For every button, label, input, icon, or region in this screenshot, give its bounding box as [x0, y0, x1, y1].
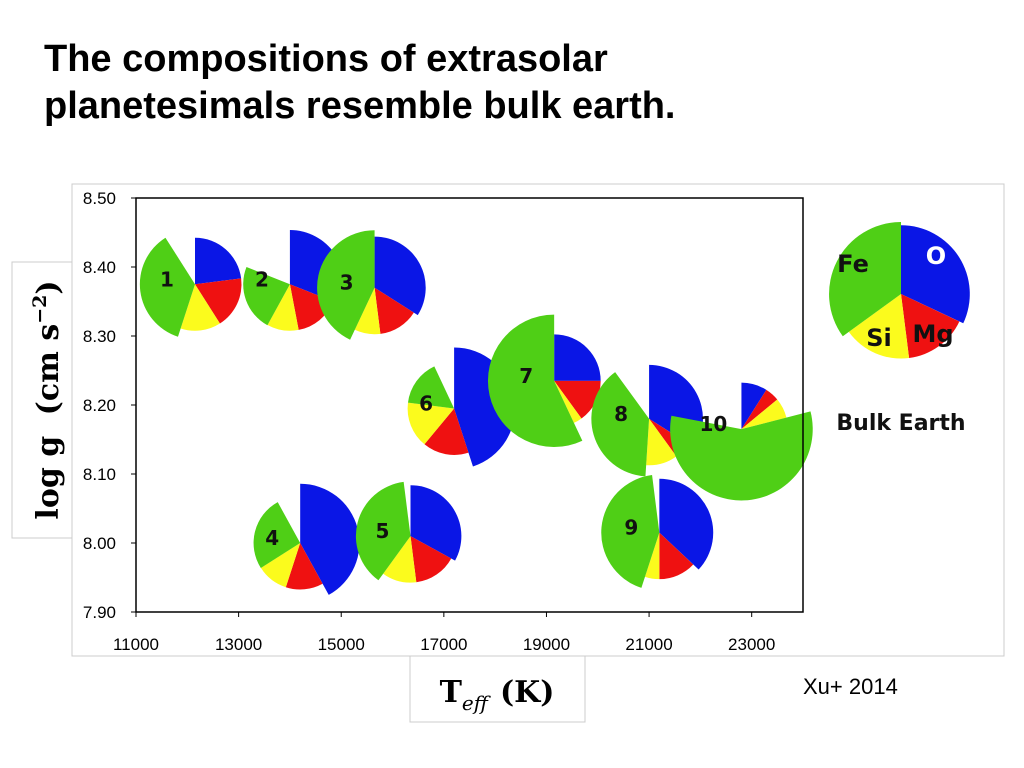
pie-label: 6 — [419, 391, 433, 415]
pie-10-slice-si — [741, 399, 787, 430]
bulk-earth-slice-label: Si — [866, 324, 892, 352]
pie-4-slice-fe — [253, 502, 301, 568]
ylabel-units: (cm s — [31, 324, 66, 416]
pie-8-slice-si — [646, 418, 677, 466]
pie-9-slice-o — [659, 478, 714, 570]
y-tick-label: 7.90 — [83, 603, 116, 622]
pie-markers: 1 2 3 4 5 6 7 8 9 10 — [139, 230, 813, 595]
x-tick-label: 15000 — [318, 635, 365, 654]
pie-9-slice-mg — [659, 532, 694, 580]
pie-label: 1 — [160, 267, 174, 291]
ylabel-box — [11, 261, 73, 539]
pie-marker-9: 9 — [601, 475, 714, 588]
y-tick-label: 8.00 — [83, 534, 116, 553]
pie-1-slice-fe — [139, 237, 196, 337]
pie-2-slice-si — [267, 284, 299, 331]
pie-5-slice-si — [383, 536, 417, 583]
pie-7-slice-si — [554, 380, 582, 423]
pie-label: 2 — [255, 267, 269, 291]
pie-marker-3: 3 — [317, 230, 426, 340]
x-tick-label: 23000 — [728, 635, 775, 654]
svg-text:log g (cm s−2): log g (cm s−2) — [29, 280, 66, 519]
pie-9-slice-si — [644, 532, 660, 580]
slide-title-line-2: planetesimals resemble bulk earth. — [44, 85, 676, 127]
pie-10-slice-mg — [741, 389, 778, 430]
pie-label: 4 — [265, 526, 279, 550]
bulk-earth-slice-fe — [829, 222, 901, 337]
x-tick-label: 11000 — [113, 635, 159, 654]
pie-3-slice-fe — [317, 230, 375, 340]
pie-2-slice-mg — [289, 284, 334, 330]
pie-10-slice-fe — [670, 411, 813, 501]
pie-4-slice-o — [300, 483, 360, 595]
pie-4-slice-si — [260, 543, 301, 588]
pie-5-slice-o — [410, 485, 462, 561]
pie-label: 3 — [340, 271, 354, 295]
pie-3-slice-o — [374, 236, 426, 316]
x-tick-label: 13000 — [215, 635, 262, 654]
pie-marker-10: 10 — [670, 382, 813, 501]
y-tick-label: 8.20 — [83, 396, 116, 415]
pie-6-slice-mg — [424, 408, 469, 455]
y-tick-label: 8.10 — [83, 465, 116, 484]
citation: Xu+ 2014 — [803, 674, 898, 699]
ylabel-log-g: log g — [31, 436, 66, 520]
y-tick-label: 8.30 — [83, 327, 116, 346]
slide-title-line-1: The compositions of extrasolar — [44, 38, 608, 80]
pie-marker-5: 5 — [355, 481, 462, 583]
pie-6-slice-si — [407, 402, 455, 445]
bulk-earth-reference: O Mg Si Fe Bulk Earth — [829, 222, 970, 436]
xlabel-T: T — [440, 675, 463, 710]
pie-marker-4: 4 — [253, 483, 360, 595]
pie-label: 10 — [700, 412, 728, 436]
pie-7-slice-mg — [554, 380, 601, 419]
pie-label: 5 — [376, 519, 390, 543]
pie-3-slice-si — [354, 287, 381, 335]
pie-3-slice-mg — [374, 287, 414, 334]
ylabel-close: ) — [31, 280, 66, 294]
pie-7-slice-o — [554, 334, 601, 381]
xlabel-box — [409, 655, 586, 723]
pie-10-slice-o — [741, 382, 767, 430]
bulk-earth-slice-si — [848, 294, 910, 359]
x-axis-label: Teff (K) — [440, 675, 555, 715]
x-tick-label: 21000 — [625, 635, 672, 654]
bulk-earth-label: Bulk Earth — [836, 411, 965, 436]
pie-label: 7 — [519, 364, 533, 388]
bulk-earth-slice-o — [901, 225, 970, 324]
pie-1-slice-o — [195, 237, 242, 285]
x-tick-label: 19000 — [523, 635, 570, 654]
y-tick-label: 8.40 — [83, 258, 116, 277]
pie-label: 8 — [614, 402, 628, 426]
y-axis-label: log g (cm s−2) — [29, 280, 66, 519]
pie-label: 9 — [624, 516, 638, 540]
slide-title: The compositions of extrasolar planetesi… — [44, 36, 944, 130]
axes: 11000 13000 15000 17000 19000 21000 23000 7.90 8… — [83, 189, 775, 654]
pie-5-slice-mg — [410, 536, 452, 583]
pie-1-slice-mg — [195, 278, 242, 324]
bulk-earth-slice-mg — [901, 294, 960, 358]
x-tick-label: 17000 — [420, 635, 467, 654]
pie-marker-7: 7 — [487, 314, 601, 448]
xlabel-units: (K) — [500, 675, 554, 710]
svg-text:Teff(K): Teff (K) — [440, 675, 555, 715]
bulk-earth-slice-label: O — [926, 242, 946, 270]
pie-5-slice-fe — [355, 481, 411, 581]
y-tick-label: 8.50 — [83, 189, 116, 208]
pie-1-slice-si — [180, 284, 220, 331]
pie-9-slice-fe — [601, 475, 660, 588]
bulk-earth-slice-label: Mg — [912, 320, 953, 348]
pie-marker-1: 1 — [139, 237, 242, 337]
pie-2-slice-fe — [243, 267, 290, 326]
pie-4-slice-mg — [285, 543, 323, 590]
bulk-earth-slice-label: Fe — [837, 250, 869, 278]
pie-7-slice-fe — [487, 314, 583, 448]
ylabel-exponent: −2 — [29, 295, 51, 324]
pie-8-slice-fe — [591, 372, 650, 477]
xlabel-subscript: eff — [462, 691, 492, 715]
pie-6-slice-fe — [407, 366, 455, 409]
